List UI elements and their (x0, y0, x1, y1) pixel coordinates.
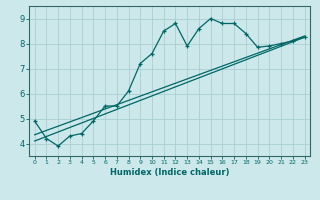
X-axis label: Humidex (Indice chaleur): Humidex (Indice chaleur) (110, 168, 229, 177)
